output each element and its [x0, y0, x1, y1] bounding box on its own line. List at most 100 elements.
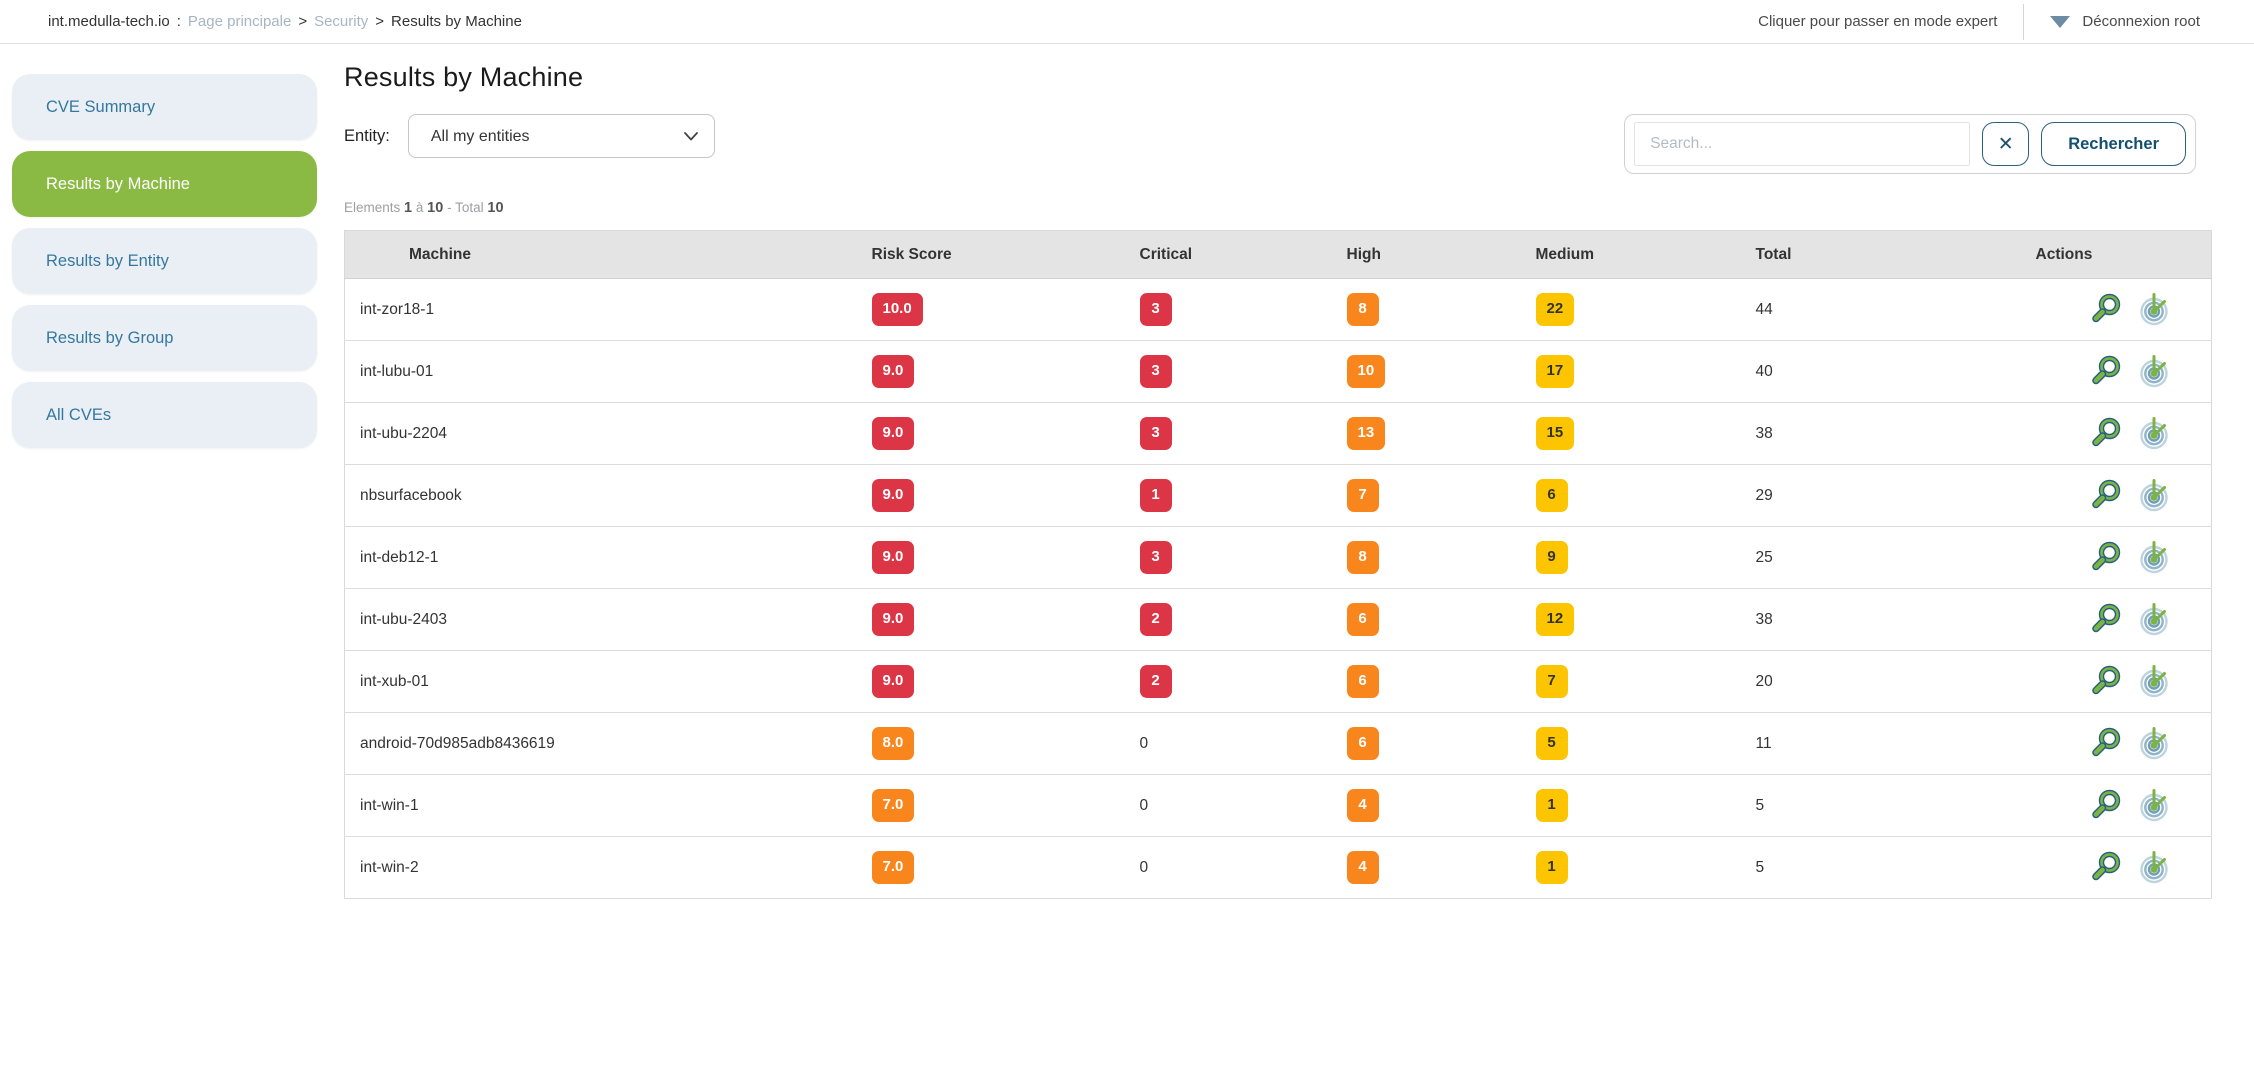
total-count: 40 — [1743, 340, 2010, 403]
target-scan-button[interactable] — [2136, 725, 2173, 762]
count-badge: 3 — [1139, 417, 1172, 450]
count-badge: 6 — [1346, 727, 1379, 760]
entity-filter: Entity: All my entities — [344, 114, 715, 158]
table-row: int-lubu-01 9.0 3 10 17 40 — [344, 340, 2212, 403]
inspect-machine-button[interactable] — [2088, 291, 2125, 328]
medium-count-cell: 15 — [1523, 402, 1744, 465]
breadcrumb-link-security[interactable]: Security — [314, 13, 369, 30]
critical-count-cell: 0 — [1127, 774, 1335, 837]
expert-mode-link[interactable]: Cliquer pour passer en mode expert — [1758, 13, 1998, 30]
sidebar-item-results-by-group[interactable]: Results by Group — [12, 305, 317, 371]
breadcrumb-link-page-principale[interactable]: Page principale — [187, 13, 292, 30]
inspect-machine-button[interactable] — [2088, 601, 2125, 638]
medium-count-cell: 1 — [1523, 774, 1744, 837]
radar-target-icon — [2136, 789, 2173, 827]
risk-score-cell: 7.0 — [859, 774, 1128, 837]
column-header-medium: Medium — [1523, 230, 1744, 279]
inspect-machine-button[interactable] — [2088, 663, 2125, 700]
count-badge: 6 — [1346, 665, 1379, 698]
count-badge: 2 — [1139, 665, 1172, 698]
pagination-to: 10 — [427, 200, 444, 216]
actions-cell — [2009, 836, 2212, 899]
logout-button[interactable]: Déconnexion root — [2050, 13, 2200, 30]
clear-search-button[interactable]: ✕ — [1982, 122, 2030, 166]
target-scan-button[interactable] — [2136, 663, 2173, 700]
critical-count-cell: 3 — [1127, 402, 1335, 465]
sidebar: CVE Summary Results by Machine Results b… — [12, 44, 317, 448]
target-scan-button[interactable] — [2136, 601, 2173, 638]
inspect-machine-button[interactable] — [2088, 849, 2125, 886]
high-count-cell: 13 — [1334, 402, 1524, 465]
entity-label: Entity: — [344, 126, 390, 145]
target-scan-button[interactable] — [2136, 539, 2173, 576]
radar-target-icon — [2136, 479, 2173, 517]
sidebar-item-results-by-machine[interactable]: Results by Machine — [12, 151, 317, 217]
inspect-machine-button[interactable] — [2088, 477, 2125, 514]
high-count-cell: 4 — [1334, 836, 1524, 899]
count-badge: 22 — [1535, 293, 1575, 326]
actions-cell — [2009, 650, 2212, 713]
count-badge: 5 — [1535, 727, 1568, 760]
target-scan-button[interactable] — [2136, 415, 2173, 452]
breadcrumb-current: Results by Machine — [391, 13, 522, 30]
actions-cell — [2009, 402, 2212, 465]
target-scan-button[interactable] — [2136, 291, 2173, 328]
inspect-machine-button[interactable] — [2088, 539, 2125, 576]
inspect-machine-button[interactable] — [2088, 725, 2125, 762]
magnifier-icon — [2088, 293, 2125, 331]
radar-target-icon — [2136, 665, 2173, 703]
sidebar-item-results-by-entity[interactable]: Results by Entity — [12, 228, 317, 294]
table-row: int-xub-01 9.0 2 6 7 20 — [344, 650, 2212, 713]
search-input[interactable] — [1634, 122, 1971, 166]
target-scan-button[interactable] — [2136, 849, 2173, 886]
sidebar-item-cve-summary[interactable]: CVE Summary — [12, 74, 317, 140]
count-badge: 6 — [1346, 603, 1379, 636]
count-badge: 8 — [1346, 541, 1379, 574]
sidebar-item-label: CVE Summary — [46, 97, 156, 116]
magnifier-icon — [2088, 789, 2125, 827]
magnifier-icon — [2088, 665, 2125, 703]
table-row: int-win-1 7.0 0 4 1 5 — [344, 774, 2212, 837]
machine-name: int-deb12-1 — [344, 526, 860, 589]
actions-cell — [2009, 278, 2212, 341]
medium-count-cell: 12 — [1523, 588, 1744, 651]
risk-score-badge: 9.0 — [871, 355, 915, 388]
risk-score-cell: 10.0 — [859, 278, 1128, 341]
total-count: 25 — [1743, 526, 2010, 589]
inspect-machine-button[interactable] — [2088, 415, 2125, 452]
breadcrumb-host: int.medulla-tech.io — [48, 13, 170, 30]
sidebar-item-all-cves[interactable]: All CVEs — [12, 382, 317, 448]
target-scan-button[interactable] — [2136, 787, 2173, 824]
toolbar-row: Entity: All my entities ✕ Rechercher — [344, 114, 2212, 174]
sidebar-item-label: Results by Group — [46, 328, 174, 347]
inspect-machine-button[interactable] — [2088, 787, 2125, 824]
count-badge: 10 — [1346, 355, 1386, 388]
target-scan-button[interactable] — [2136, 477, 2173, 514]
medium-count-cell: 22 — [1523, 278, 1744, 341]
column-header-risk-score: Risk Score — [859, 230, 1128, 279]
machine-name: int-lubu-01 — [344, 340, 860, 403]
machine-name: android-70d985adb8436619 — [344, 712, 860, 775]
risk-score-badge: 10.0 — [871, 293, 923, 326]
risk-score-cell: 9.0 — [859, 340, 1128, 403]
radar-target-icon — [2136, 851, 2173, 889]
actions-cell — [2009, 464, 2212, 527]
target-scan-button[interactable] — [2136, 353, 2173, 390]
count-badge: 7 — [1346, 479, 1379, 512]
entity-select-wrap: All my entities — [407, 114, 715, 158]
entity-select[interactable]: All my entities — [407, 114, 715, 158]
table-row: int-zor18-1 10.0 3 8 22 44 — [344, 278, 2212, 341]
total-count: 11 — [1743, 712, 2010, 775]
medium-count-cell: 17 — [1523, 340, 1744, 403]
topbar-divider — [2023, 3, 2025, 40]
risk-score-badge: 7.0 — [871, 789, 915, 822]
risk-score-badge: 9.0 — [871, 541, 915, 574]
radar-target-icon — [2136, 355, 2173, 393]
inspect-machine-button[interactable] — [2088, 353, 2125, 390]
sidebar-item-label: All CVEs — [46, 405, 112, 424]
search-button[interactable]: Rechercher — [2041, 122, 2186, 166]
total-count: 5 — [1743, 774, 2010, 837]
close-icon: ✕ — [1997, 133, 2014, 155]
critical-count-cell: 3 — [1127, 340, 1335, 403]
table-body: int-zor18-1 10.0 3 8 22 44 — [344, 278, 2212, 899]
